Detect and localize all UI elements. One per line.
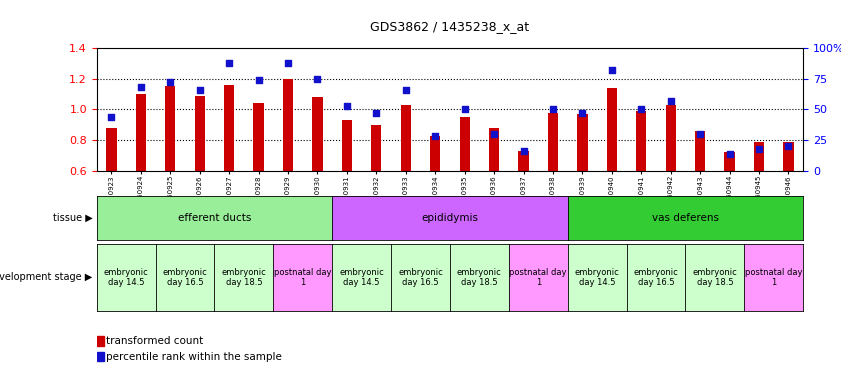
Point bbox=[340, 103, 353, 109]
Bar bbox=[135, 94, 146, 171]
Point bbox=[634, 106, 648, 113]
Bar bbox=[312, 97, 323, 171]
Point bbox=[369, 110, 383, 116]
Text: postnatal day
1: postnatal day 1 bbox=[510, 268, 567, 287]
Text: embryonic
day 18.5: embryonic day 18.5 bbox=[457, 268, 502, 287]
Text: embryonic
day 14.5: embryonic day 14.5 bbox=[574, 268, 620, 287]
Text: embryonic
day 16.5: embryonic day 16.5 bbox=[398, 268, 443, 287]
Bar bbox=[636, 111, 647, 171]
Bar bbox=[224, 85, 235, 171]
Point bbox=[546, 106, 559, 113]
Point bbox=[664, 98, 677, 104]
Bar bbox=[283, 79, 294, 171]
Point bbox=[752, 146, 765, 152]
Point bbox=[222, 60, 235, 66]
Point bbox=[281, 60, 294, 66]
Text: embryonic
day 18.5: embryonic day 18.5 bbox=[692, 268, 738, 287]
Text: percentile rank within the sample: percentile rank within the sample bbox=[106, 351, 282, 361]
Point bbox=[605, 67, 618, 73]
Text: vas deferens: vas deferens bbox=[652, 213, 719, 223]
Point bbox=[310, 76, 324, 82]
Bar bbox=[695, 131, 706, 171]
Text: efferent ducts: efferent ducts bbox=[177, 213, 251, 223]
Bar bbox=[253, 103, 264, 171]
Point bbox=[163, 79, 177, 86]
Text: transformed count: transformed count bbox=[106, 336, 204, 346]
Text: GDS3862 / 1435238_x_at: GDS3862 / 1435238_x_at bbox=[370, 20, 530, 33]
Point bbox=[487, 131, 500, 137]
Point bbox=[428, 133, 442, 139]
Bar bbox=[459, 117, 470, 171]
Text: tissue ▶: tissue ▶ bbox=[53, 213, 93, 223]
Bar bbox=[547, 113, 558, 171]
Point bbox=[193, 87, 206, 93]
Bar bbox=[400, 105, 411, 171]
Bar bbox=[106, 128, 117, 171]
Bar bbox=[97, 336, 103, 346]
Text: embryonic
day 14.5: embryonic day 14.5 bbox=[103, 268, 149, 287]
Text: epididymis: epididymis bbox=[421, 213, 479, 223]
Point bbox=[722, 151, 736, 157]
Text: embryonic
day 16.5: embryonic day 16.5 bbox=[162, 268, 208, 287]
Bar bbox=[489, 128, 500, 171]
Text: embryonic
day 18.5: embryonic day 18.5 bbox=[221, 268, 267, 287]
Bar bbox=[577, 114, 588, 171]
Text: postnatal day
1: postnatal day 1 bbox=[274, 268, 331, 287]
Bar bbox=[371, 125, 382, 171]
Point bbox=[134, 84, 147, 90]
Point bbox=[781, 143, 795, 149]
Text: embryonic
day 14.5: embryonic day 14.5 bbox=[339, 268, 384, 287]
Point bbox=[516, 148, 530, 154]
Point bbox=[575, 110, 589, 116]
Bar bbox=[606, 88, 617, 171]
Point bbox=[458, 106, 471, 113]
Bar bbox=[518, 151, 529, 171]
Bar bbox=[754, 142, 764, 171]
Bar bbox=[724, 152, 735, 171]
Bar bbox=[430, 136, 441, 171]
Text: postnatal day
1: postnatal day 1 bbox=[745, 268, 802, 287]
Bar bbox=[194, 96, 205, 171]
Bar bbox=[165, 86, 176, 171]
Bar bbox=[341, 120, 352, 171]
Point bbox=[693, 131, 706, 137]
Bar bbox=[665, 105, 676, 171]
Bar bbox=[97, 352, 103, 361]
Text: embryonic
day 16.5: embryonic day 16.5 bbox=[633, 268, 679, 287]
Point bbox=[251, 77, 265, 83]
Point bbox=[399, 87, 412, 93]
Bar bbox=[783, 142, 794, 171]
Point bbox=[104, 114, 118, 120]
Text: development stage ▶: development stage ▶ bbox=[0, 272, 93, 283]
